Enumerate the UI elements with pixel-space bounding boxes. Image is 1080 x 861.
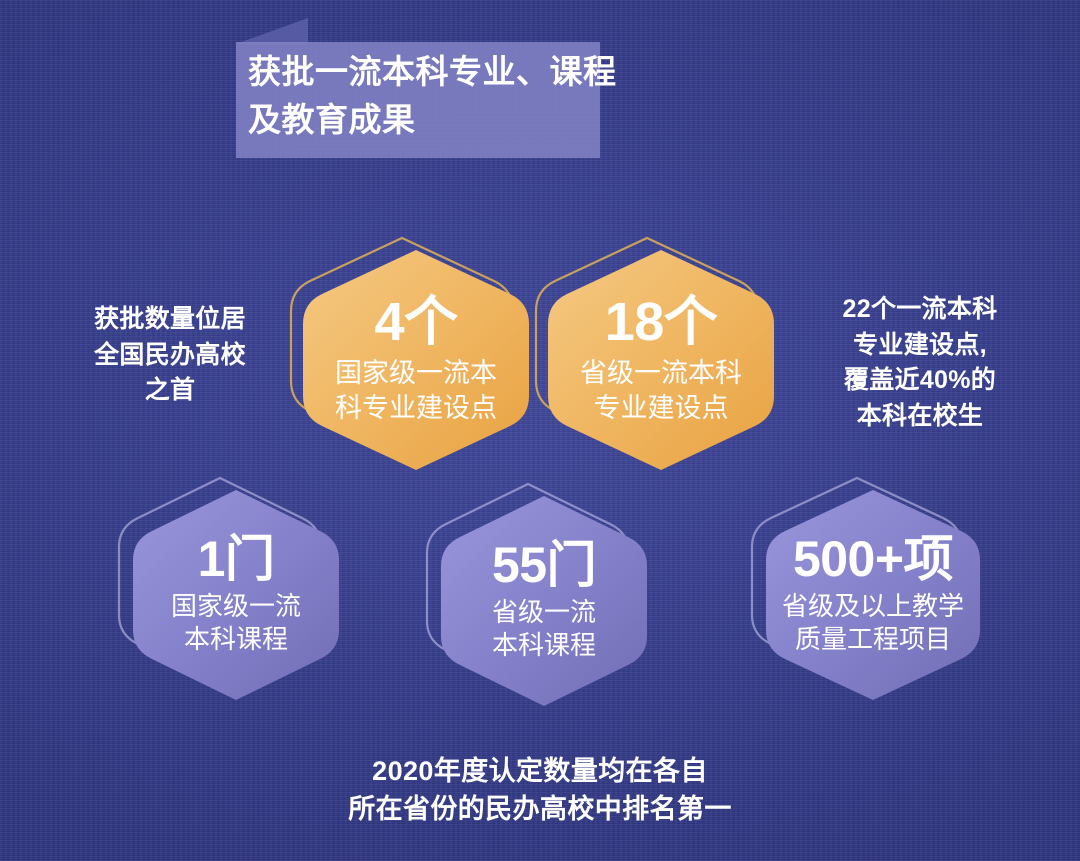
hex-number: 55门 [491, 537, 597, 594]
footer-note: 2020年度认定数量均在各自 所在省份的民办高校中排名第一 [348, 756, 732, 825]
hex-label: 省级及以上教学 质量工程项目 [781, 591, 964, 654]
hex-label: 国家级一流 本科课程 [170, 591, 301, 654]
hex-number: 18个 [604, 292, 718, 353]
hex-card-quality-projects[interactable]: 500+项 省级及以上教学 质量工程项目 [750, 476, 984, 703]
title-ribbon [236, 42, 600, 158]
hex-number: 4个 [374, 292, 458, 353]
note-left: 获批数量位居 全国民办高校 之首 [94, 305, 246, 404]
page-title: 获批一流本科专业、课程 及教育成果 [248, 53, 617, 138]
hex-label: 省级一流 本科课程 [491, 597, 596, 660]
hex-number: 1门 [197, 531, 275, 588]
hex-card-provincial-course[interactable]: 55门 省级一流 本科课程 [425, 482, 650, 709]
hex-label: 国家级一流本 科专业建设点 [335, 358, 497, 423]
ribbon-fold-decoration [236, 18, 308, 44]
note-right: 22个一流本科 专业建设点, 覆盖近40%的 本科在校生 [842, 295, 998, 430]
hex-label: 省级一流本科 专业建设点 [580, 358, 742, 423]
hexagon-shape [438, 493, 650, 709]
hexagon-shape [300, 247, 532, 473]
hexagon-shape [762, 487, 984, 703]
hex-card-national-course[interactable]: 1门 国家级一流 本科课程 [117, 476, 342, 703]
hexagon-shape [130, 487, 342, 703]
hex-card-national-major[interactable]: 4个 国家级一流本 科专业建设点 [289, 236, 532, 473]
hex-card-provincial-major[interactable]: 18个 省级一流本科 专业建设点 [534, 236, 777, 473]
hexagon-shape [545, 247, 777, 473]
hex-number: 500+项 [792, 531, 954, 588]
